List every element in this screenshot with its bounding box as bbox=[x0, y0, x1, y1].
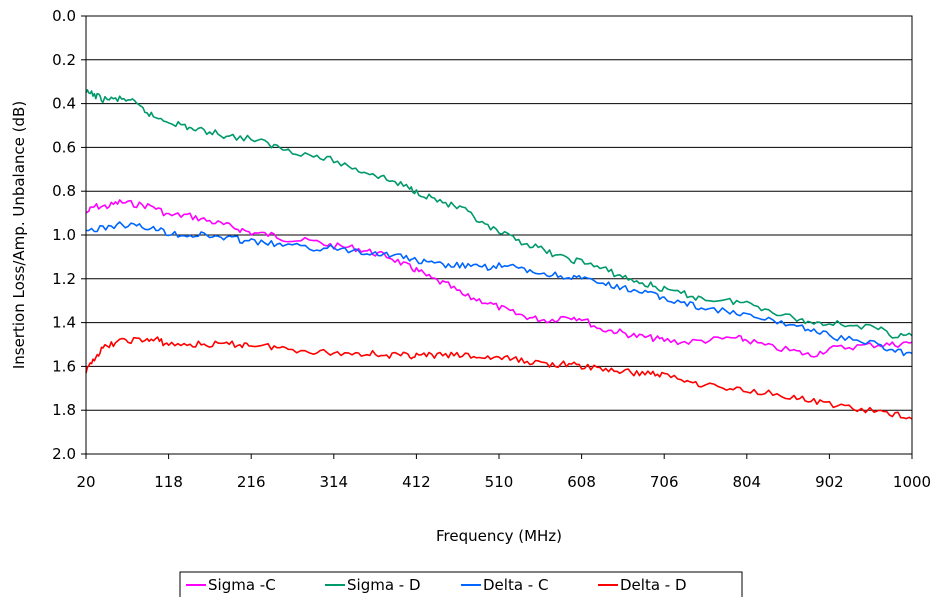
series-line bbox=[85, 89, 913, 339]
x-tick-label: 1000 bbox=[893, 473, 931, 491]
legend-label: Delta - C bbox=[483, 576, 548, 594]
series-line bbox=[85, 221, 913, 357]
legend-label: Sigma -C bbox=[208, 576, 276, 594]
y-tick-label: 0.2 bbox=[52, 51, 76, 69]
x-tick-label: 902 bbox=[815, 473, 844, 491]
x-tick-label: 20 bbox=[76, 473, 95, 491]
gridlines bbox=[86, 15, 912, 455]
y-tick-label: 0.4 bbox=[52, 95, 76, 113]
series-line bbox=[85, 336, 913, 420]
y-tick-label: 1.8 bbox=[52, 401, 76, 419]
series-lines bbox=[85, 89, 913, 420]
x-tick-label: 510 bbox=[485, 473, 514, 491]
x-tick-label: 118 bbox=[154, 473, 183, 491]
x-tick-label: 706 bbox=[650, 473, 679, 491]
y-tick-label: 1.0 bbox=[52, 226, 76, 244]
x-axis-title: Frequency (MHz) bbox=[436, 527, 562, 545]
y-axis-ticks: 0.0 0.2 0.4 0.6 0.8 1.0 1.2 1.4 1.6 1.8 2.0 bbox=[52, 7, 86, 463]
x-tick-label: 412 bbox=[402, 473, 431, 491]
x-axis-ticks: 20 118 216 314 412 510 608 706 804 902 1000 bbox=[76, 454, 931, 491]
x-tick-label: 804 bbox=[732, 473, 761, 491]
y-tick-label: 1.6 bbox=[52, 357, 76, 375]
y-axis-title: Insertion Loss/Amp. Unbalance (dB) bbox=[10, 101, 28, 369]
y-tick-label: 0.8 bbox=[52, 182, 76, 200]
legend-label: Sigma - D bbox=[347, 576, 421, 594]
y-tick-label: 0.0 bbox=[52, 7, 76, 25]
y-tick-label: 1.4 bbox=[52, 314, 76, 332]
x-tick-label: 608 bbox=[567, 473, 596, 491]
x-tick-label: 216 bbox=[237, 473, 266, 491]
legend: Sigma -C Sigma - D Delta - C Delta - D bbox=[179, 571, 743, 597]
y-tick-label: 2.0 bbox=[52, 445, 76, 463]
series-line bbox=[85, 199, 913, 358]
y-tick-label: 0.6 bbox=[52, 138, 76, 156]
legend-label: Delta - D bbox=[620, 576, 687, 594]
y-tick-label: 1.2 bbox=[52, 270, 76, 288]
x-tick-label: 314 bbox=[319, 473, 348, 491]
